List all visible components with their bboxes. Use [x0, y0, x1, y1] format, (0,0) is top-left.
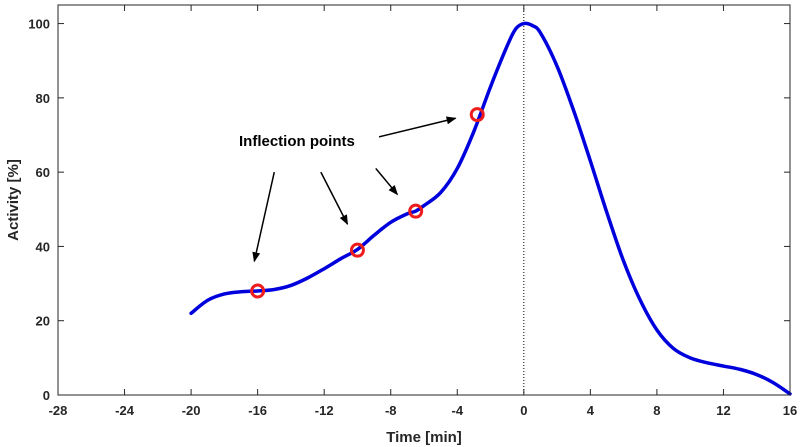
- inflection-point-marker: [250, 283, 266, 299]
- x-tick-label: -8: [385, 403, 397, 418]
- y-tick-label: 40: [36, 239, 50, 254]
- annotation-arrow: [252, 171, 276, 263]
- y-tick-label: 20: [36, 314, 50, 329]
- y-tick-label: 60: [36, 165, 50, 180]
- x-axis-title: Time [min]: [386, 429, 462, 446]
- x-tick-label: 0: [520, 403, 527, 418]
- plot-frame: [57, 4, 791, 396]
- x-tick-label: 4: [587, 403, 595, 418]
- y-tick-label: 80: [36, 91, 50, 106]
- y-axis-title: Activity [%]: [5, 159, 22, 241]
- series-line-activity: [189, 21, 792, 396]
- annotation-arrow: [378, 116, 457, 138]
- x-tick-label: -4: [451, 403, 463, 418]
- x-tick-label: -28: [49, 403, 68, 418]
- x-tick-label: -20: [182, 403, 201, 418]
- plot-background: [58, 5, 790, 395]
- annotation-label: Inflection points: [239, 133, 355, 150]
- y-tick-label: 100: [28, 17, 50, 32]
- inflection-point-marker: [349, 242, 365, 258]
- y-tick-label: 0: [43, 388, 50, 403]
- inflection-point-marker: [469, 107, 485, 123]
- inflection-point-marker: [408, 203, 424, 219]
- x-tick-label: -16: [248, 403, 267, 418]
- x-tick-label: 12: [716, 403, 730, 418]
- x-tick-label: 8: [653, 403, 660, 418]
- x-tick-label: -12: [315, 403, 334, 418]
- x-tick-label: -24: [115, 403, 135, 418]
- annotation-arrow: [320, 171, 349, 226]
- annotation-arrow: [375, 167, 399, 196]
- x-tick-label: 16: [783, 403, 797, 418]
